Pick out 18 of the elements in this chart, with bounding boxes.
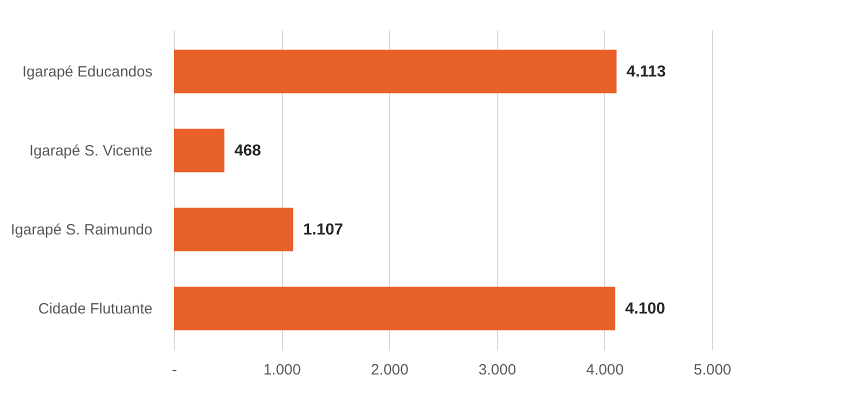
x-tick-label: - xyxy=(172,362,177,378)
y-tick-label: Cidade Flutuante xyxy=(38,300,152,318)
y-tick-label: Igarapé S. Vicente xyxy=(29,142,152,160)
bar xyxy=(174,208,294,252)
x-tick-label: 5.000 xyxy=(694,362,732,378)
data-label: 1.107 xyxy=(303,222,344,239)
x-tick-label: 1.000 xyxy=(263,362,301,378)
y-tick-label: Igarapé Educandos xyxy=(22,63,152,80)
x-tick-label: 4.000 xyxy=(586,362,624,378)
bar xyxy=(174,50,617,94)
y-tick-label: Igarapé S. Raimundo xyxy=(10,222,152,239)
data-label: 4.113 xyxy=(626,63,666,80)
bar xyxy=(174,286,616,330)
x-tick-label: 3.000 xyxy=(478,362,516,378)
x-tick-label: 2.000 xyxy=(370,362,408,378)
data-label: 4.100 xyxy=(625,300,666,318)
data-label: 468 xyxy=(234,142,262,160)
bar xyxy=(174,128,224,172)
